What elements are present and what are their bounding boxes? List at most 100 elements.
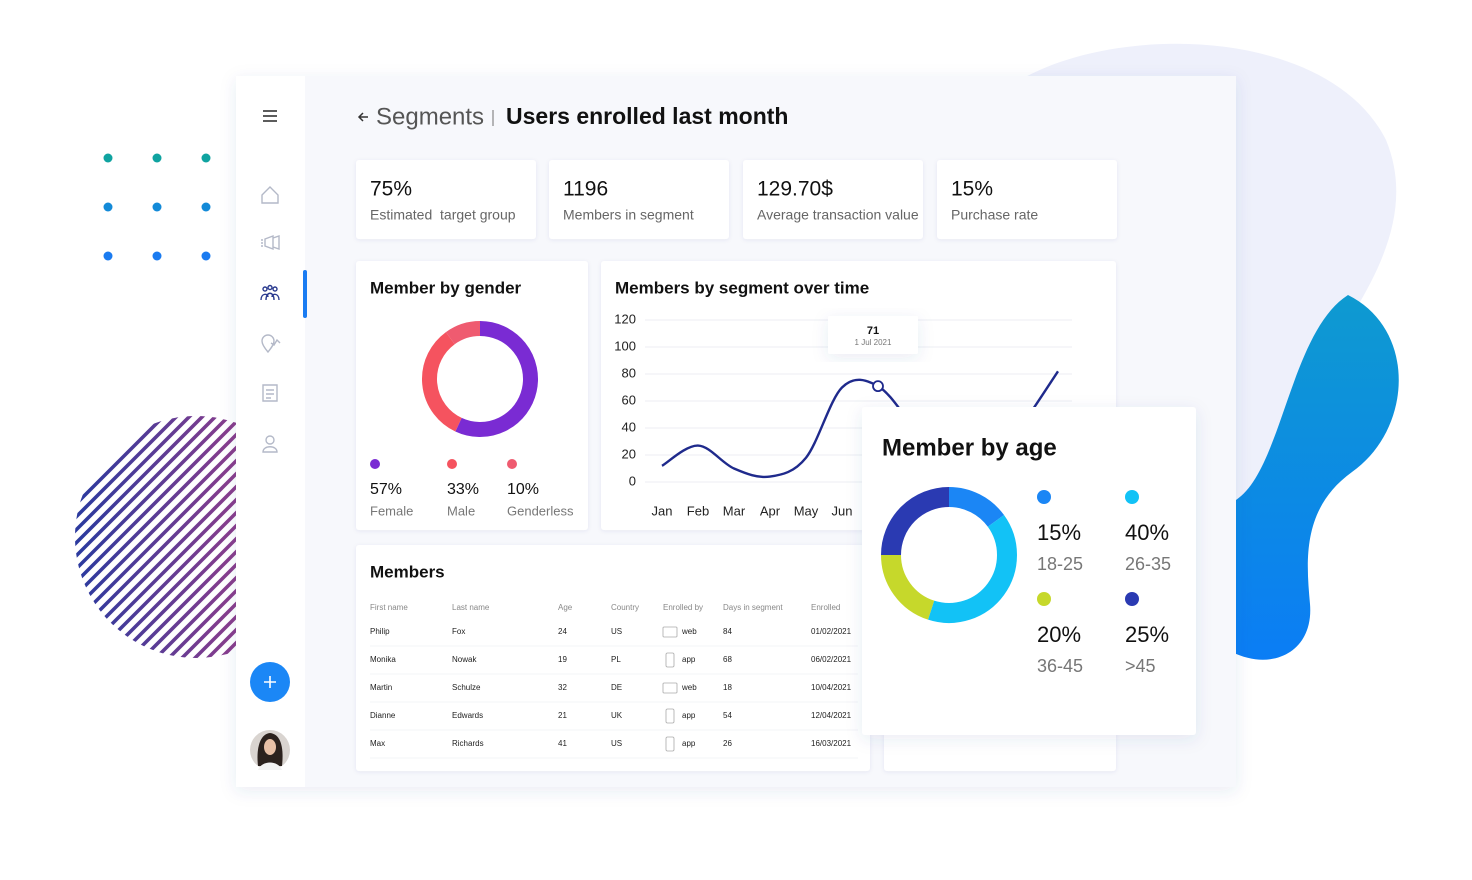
table-cell: Nowak [452, 655, 477, 664]
table-cell: 12/04/2021 [811, 711, 852, 720]
table-cell: 06/02/2021 [811, 655, 852, 664]
legend-dot [1125, 592, 1139, 606]
highlight-point [872, 380, 884, 393]
legend-label: >45 [1125, 656, 1156, 676]
y-tick-label: 80 [622, 365, 636, 380]
x-tick-label: Jan [652, 503, 673, 518]
members-card [356, 545, 870, 771]
y-tick-label: 20 [622, 446, 636, 461]
stripe [86, 416, 236, 658]
kpi-label: Purchase rate [951, 207, 1038, 223]
stripe [75, 416, 236, 658]
legend-label: Genderless [507, 503, 574, 518]
column-header: Enrolled [811, 603, 840, 612]
legend-value: 40% [1125, 520, 1169, 545]
donut-segment [881, 487, 950, 556]
table-cell: web [681, 683, 697, 692]
background-blob [1020, 43, 1397, 641]
donut-segment [881, 554, 935, 620]
stripe [75, 416, 236, 658]
stripe [151, 416, 236, 658]
table-cell: app [682, 739, 696, 748]
kpi-label: Members in segment [563, 207, 694, 223]
app-icon [665, 736, 675, 752]
column-header: Age [558, 603, 573, 612]
legend-value: 10% [507, 481, 539, 498]
table-cell: 84 [723, 627, 732, 636]
nav-profile[interactable] [262, 435, 278, 453]
table-cell: Dianne [370, 711, 396, 720]
tooltip [828, 316, 918, 354]
stripe [75, 416, 212, 658]
y-tick-label: 100 [614, 338, 636, 353]
legend-label: 18-25 [1037, 554, 1083, 574]
x-tick-label: Jun [832, 503, 853, 518]
nav-location[interactable] [261, 334, 281, 354]
back-arrow[interactable] [357, 112, 368, 122]
table-cell: 21 [558, 711, 567, 720]
table-cell: 26 [723, 739, 732, 748]
x-tick-label: Apr [760, 503, 781, 518]
stripe [75, 416, 225, 658]
nav-reports[interactable] [262, 384, 278, 402]
table-cell: 41 [558, 739, 567, 748]
kpi-card [549, 160, 729, 239]
legend-label: Female [370, 503, 413, 518]
kpi-label: Estimated target group [370, 207, 516, 223]
stripe [75, 416, 236, 658]
legend-label: 36-45 [1037, 656, 1083, 676]
gender-card [356, 261, 588, 530]
kpi-value: 75% [370, 178, 412, 201]
donut-segment [445, 321, 481, 345]
y-tick-label: 40 [622, 419, 636, 434]
donut-segment [455, 321, 538, 437]
table-cell: 18 [723, 683, 732, 692]
table-cell: US [611, 627, 622, 636]
stripe [138, 416, 236, 658]
table-cell: Martin [370, 683, 392, 692]
table-cell: DE [611, 683, 622, 692]
add-button[interactable] [250, 662, 290, 702]
legend-dot [507, 459, 517, 469]
legend-value: 25% [1125, 622, 1169, 647]
stripe [75, 416, 236, 658]
nav-segments[interactable] [260, 284, 280, 301]
nav-campaigns[interactable] [261, 234, 280, 251]
table-cell: Monika [370, 655, 396, 664]
table-cell: 16/03/2021 [811, 739, 852, 748]
kpi-label: Average transaction value [757, 207, 919, 223]
blue-shape [1232, 295, 1399, 660]
stripe [75, 416, 236, 658]
table-cell: app [682, 655, 696, 664]
legend-dot [1037, 490, 1051, 504]
nav-home[interactable] [261, 186, 279, 204]
table-cell: Max [370, 739, 385, 748]
table-cell: 68 [723, 655, 732, 664]
nav-icons [260, 186, 281, 453]
gender-chart: 57% Female 33% Male 10% Genderless [370, 321, 574, 518]
members-table: First name Last name Age Country Enrolled by… [370, 603, 858, 759]
stripe [99, 416, 236, 658]
stripe [177, 416, 236, 658]
kpi-card [356, 160, 536, 239]
user-avatar[interactable] [250, 730, 290, 770]
web-icon [662, 682, 678, 694]
table-cell: 01/02/2021 [811, 627, 852, 636]
legend-value: 57% [370, 481, 402, 498]
y-tick-label: 0 [629, 473, 636, 488]
card-title: Members by segment over time [615, 278, 869, 297]
back-link[interactable]: Segments [376, 103, 484, 130]
kpi-row: 75% Estimated target group 1196 Members in … [356, 160, 1117, 239]
y-tick-label: 60 [622, 392, 636, 407]
kpi-value: 129.70$ [757, 178, 833, 201]
legend-value: 15% [1037, 520, 1081, 545]
stripe [75, 416, 236, 658]
x-tick-label: May [794, 503, 819, 518]
donut-segment [948, 487, 1005, 528]
column-header: Days in segment [723, 603, 783, 612]
x-tick-label: Mar [723, 503, 746, 518]
menu-button[interactable] [263, 110, 277, 122]
page-title: Users enrolled last month [506, 103, 788, 129]
